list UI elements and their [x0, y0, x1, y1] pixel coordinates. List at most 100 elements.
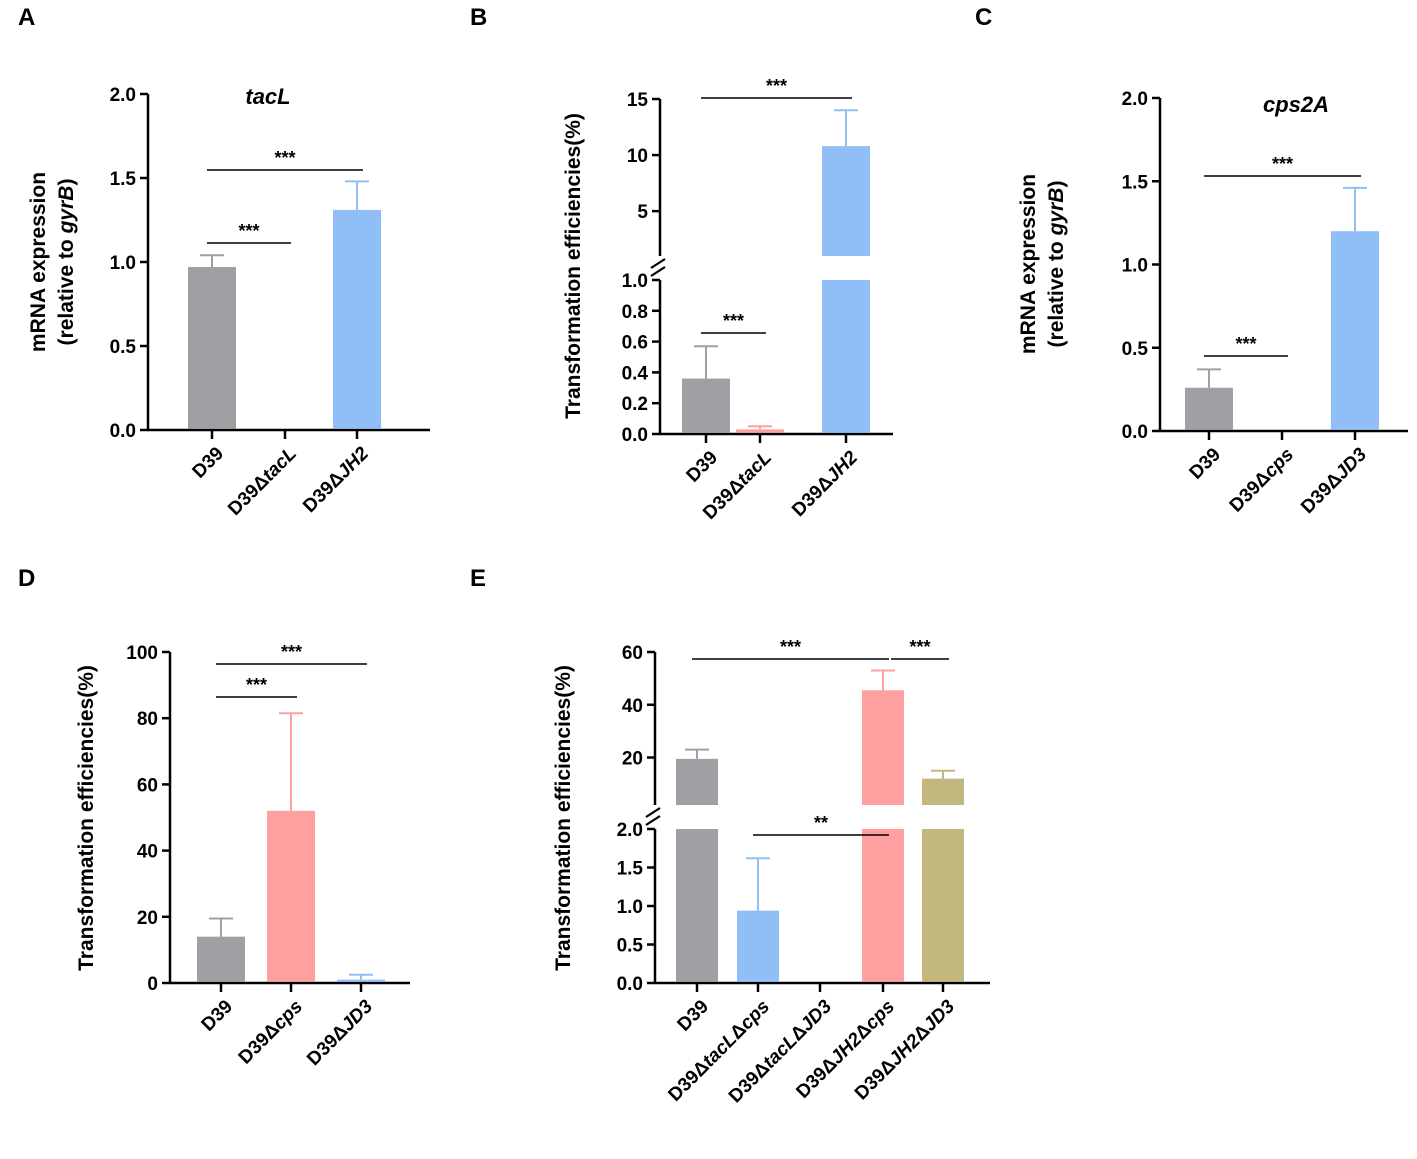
y-tick-label: 5: [637, 202, 648, 223]
y-tick-label: 2.0: [110, 85, 136, 106]
y-axis-label: mRNA expression: [1017, 174, 1040, 354]
bar: [822, 280, 870, 433]
category-label: D39Δcps: [235, 996, 307, 1068]
bar-upper-segment: [676, 758, 718, 805]
panel-label: C: [975, 4, 992, 31]
panel-D: D 0 20 40 60 80 100 Transformation efficiencies…: [18, 565, 410, 1070]
category-label-prefix: D39: [198, 996, 237, 1035]
y-tick-label: 0: [147, 974, 158, 995]
category-label: D39ΔJD3: [1297, 444, 1371, 518]
y-tick-label: 100: [126, 643, 158, 664]
y-axis-label-line: mRNA expression: [27, 172, 50, 352]
y-tick-label: 0.4: [622, 363, 649, 384]
y-tick-label: 80: [137, 709, 158, 730]
bar-upper-segment: [862, 690, 904, 805]
significance-label: ***: [1272, 154, 1293, 174]
y-tick-label: 10: [627, 146, 648, 167]
y-tick-label: 0.8: [622, 302, 648, 323]
significance-label: ***: [766, 76, 787, 96]
axis-break-mark: [645, 815, 661, 826]
bar: [862, 829, 904, 982]
y-axis-label: mRNA expression: [27, 172, 50, 352]
y-tick-label: 1.0: [617, 897, 643, 918]
panel-label: E: [470, 565, 486, 592]
y-axis-label-line: mRNA expression: [1017, 174, 1040, 354]
y-axis-label-part: ): [55, 179, 78, 186]
y-tick-label: 60: [622, 643, 643, 664]
bar: [676, 829, 718, 982]
y-tick-label: 1.5: [110, 169, 137, 190]
bar: [1185, 387, 1233, 430]
y-axis-label-gene: gyrB: [55, 186, 78, 235]
category-label: D39ΔtacL: [224, 443, 301, 520]
y-tick-label: 1.0: [1122, 256, 1148, 277]
significance-label: ***: [723, 311, 744, 331]
bar: [922, 829, 964, 982]
y-tick-label: 2.0: [617, 820, 643, 841]
panel-E: E 0.0 0.5 1.0 1.5 2.0 20 40 60 Transformation eff…: [470, 565, 990, 1107]
y-tick-label: 1.0: [622, 271, 648, 292]
y-axis-label: Transformation efficiencies(%): [75, 665, 98, 971]
chart-title: cps2A: [1263, 92, 1329, 117]
significance-label: ***: [281, 642, 302, 662]
y-tick-label: 0.0: [617, 974, 643, 995]
y-axis-label: (relative to gyrB): [55, 179, 78, 346]
y-axis-label: (relative to gyrB): [1045, 181, 1068, 348]
panel-B: B 0.0 0.2 0.4 0.6 0.8 1.0 5 10 15 Transformation e…: [470, 4, 893, 524]
y-tick-label: 20: [622, 749, 643, 770]
category-label: D39Δcps: [1226, 444, 1298, 516]
y-axis-label-part: (relative to: [1045, 235, 1068, 347]
y-axis-label-gene: gyrB: [1045, 188, 1068, 237]
y-tick-label: 60: [137, 775, 158, 796]
category-label: D39ΔJH2: [788, 447, 862, 521]
category-label: D39: [198, 996, 237, 1035]
y-axis-label-part: (relative to: [55, 233, 78, 345]
category-label: D39ΔJH2: [299, 443, 373, 517]
category-label-prefix: D39: [1186, 444, 1225, 483]
y-tick-label: 1.0: [110, 253, 136, 274]
category-label: D39: [683, 447, 722, 486]
bar: [737, 910, 779, 982]
y-tick-label: 0.0: [110, 421, 136, 442]
category-label-prefix: D39: [683, 447, 722, 486]
significance-label: **: [814, 813, 828, 833]
panel-label: B: [470, 4, 487, 31]
category-label: D39ΔJD3: [303, 996, 377, 1070]
y-tick-label: 1.5: [617, 859, 644, 880]
category-label-prefix: D39: [674, 996, 713, 1035]
bar: [337, 979, 385, 982]
bar: [197, 936, 245, 982]
bar-upper-segment: [922, 778, 964, 805]
y-tick-label: 0.5: [1122, 339, 1149, 360]
bar: [333, 209, 381, 429]
axis-break-mark: [645, 807, 661, 818]
category-label: D39: [189, 443, 228, 482]
significance-label: ***: [246, 675, 267, 695]
axis-break-mark: [650, 258, 666, 269]
y-tick-label: 0.6: [622, 333, 648, 354]
bar: [1331, 231, 1379, 430]
significance-label: ***: [1235, 334, 1256, 354]
y-tick-label: 20: [137, 908, 158, 929]
y-axis-label: Transformation efficiencies(%): [562, 113, 585, 419]
bar: [188, 267, 236, 429]
category-label: D39: [674, 996, 713, 1035]
bar: [682, 378, 730, 433]
significance-label: ***: [909, 637, 930, 657]
category-label-prefix: D39: [189, 443, 228, 482]
y-axis-label-part: ): [1045, 181, 1068, 188]
y-tick-label: 1.5: [1122, 172, 1149, 193]
category-label: D39: [1186, 444, 1225, 483]
y-tick-label: 0.2: [622, 394, 648, 415]
chart-title: tacL: [245, 84, 290, 109]
panel-label: D: [18, 565, 35, 592]
y-tick-label: 2.0: [1122, 89, 1148, 110]
bar: [736, 429, 784, 433]
y-tick-label: 0.0: [622, 425, 648, 446]
bar: [267, 810, 315, 982]
significance-label: ***: [780, 637, 801, 657]
axis-break-mark: [650, 266, 666, 277]
y-tick-label: 15: [627, 90, 649, 111]
